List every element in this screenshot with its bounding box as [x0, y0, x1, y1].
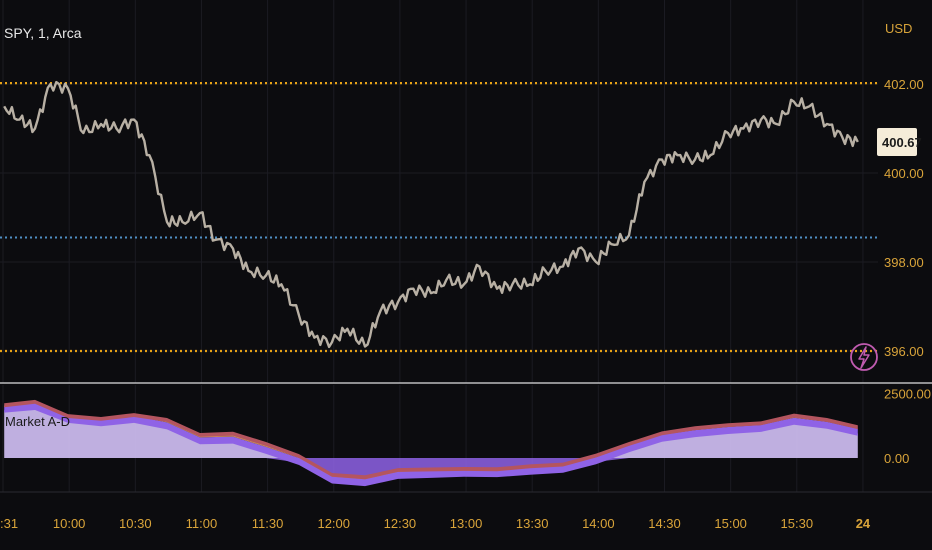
time-tick-label: 14:00 — [582, 516, 615, 531]
time-tick-label: 24 — [856, 516, 871, 531]
currency-label[interactable]: USD — [885, 21, 912, 36]
time-tick-label: 15:30 — [781, 516, 814, 531]
indicator-tick-label: 2500.00 — [884, 387, 931, 402]
price-tick-label: 400.00 — [884, 166, 924, 181]
symbol-label[interactable]: SPY, 1, Arca — [4, 25, 82, 41]
time-tick-label: :31 — [0, 516, 18, 531]
indicator-label[interactable]: Market A-D — [5, 414, 70, 429]
price-line-series — [3, 80, 859, 349]
lightning-bolt-icon[interactable] — [850, 343, 878, 371]
main-grid — [0, 0, 878, 383]
last-price-value: 400.67 — [882, 135, 922, 150]
market-ad-areas — [4, 399, 858, 487]
time-axis[interactable]: :31 10:00 10:30 11:00 11:30 12:00 12:30 13:00 13… — [0, 516, 871, 531]
price-tick-label: 398.00 — [884, 255, 924, 270]
time-tick-label: 14:30 — [648, 516, 681, 531]
time-tick-label: 11:30 — [252, 516, 284, 531]
time-tick-label: 13:30 — [516, 516, 549, 531]
time-tick-label: 15:00 — [714, 516, 747, 531]
indicator-tick-label: 0.00 — [884, 451, 909, 466]
price-tick-label: 396.00 — [884, 344, 924, 359]
time-tick-label: 12:00 — [317, 516, 350, 531]
last-price-tag: 400.67 — [877, 128, 922, 156]
time-tick-label: 12:30 — [384, 516, 417, 531]
time-tick-label: 10:00 — [53, 516, 86, 531]
time-tick-label: 13:00 — [450, 516, 483, 531]
price-axis[interactable]: 402.00 400.00 398.00 396.00 — [884, 77, 924, 359]
indicator-axis[interactable]: 2500.00 0.00 — [884, 387, 931, 467]
time-tick-label: 11:00 — [186, 516, 218, 531]
main-pane-bg — [0, 0, 878, 383]
time-tick-label: 10:30 — [119, 516, 152, 531]
price-tick-label: 402.00 — [884, 77, 924, 92]
